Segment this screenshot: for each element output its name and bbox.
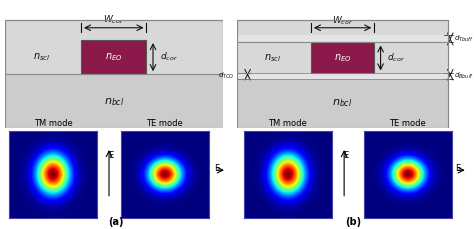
Text: E: E [214,164,219,173]
Bar [5,74,223,128]
Text: TE mode: TE mode [389,119,426,128]
Text: E: E [343,151,348,160]
Text: $d_{cor}$: $d_{cor}$ [160,51,178,63]
Text: E: E [455,164,460,173]
Bar [5,20,223,128]
Text: TM mode: TM mode [34,119,73,128]
Text: $n_{EO}$: $n_{EO}$ [105,51,123,63]
Text: $n_{bcl}$: $n_{bcl}$ [103,96,124,108]
Text: (a): (a) [109,217,124,227]
Text: TE mode: TE mode [146,119,183,128]
Text: $d_{Bbuff}$: $d_{Bbuff}$ [455,71,474,81]
Text: $d_{Tbuff}$: $d_{Tbuff}$ [455,34,474,44]
Bar [81,40,146,74]
Text: $W_{cor}$: $W_{cor}$ [332,15,353,27]
Text: $d_{cor}$: $d_{cor}$ [387,52,405,64]
Text: E: E [108,151,113,160]
Text: TM mode: TM mode [268,119,307,128]
Bar [237,79,448,128]
Text: $n_{scl}$: $n_{scl}$ [264,52,282,64]
Bar [237,35,448,42]
Text: (b): (b) [345,217,361,227]
Text: $n_{bcl}$: $n_{bcl}$ [332,98,353,109]
Bar [237,42,448,73]
Bar [237,73,448,79]
Text: $W_{cor}$: $W_{cor}$ [103,14,124,26]
Bar [237,20,448,128]
Text: $d_{TCO}$: $d_{TCO}$ [219,71,235,81]
Bar [5,20,223,128]
Text: $n_{scl}$: $n_{scl}$ [33,51,50,63]
Text: $n_{EO}$: $n_{EO}$ [334,52,351,64]
Bar [311,42,374,73]
Bar [237,20,448,128]
